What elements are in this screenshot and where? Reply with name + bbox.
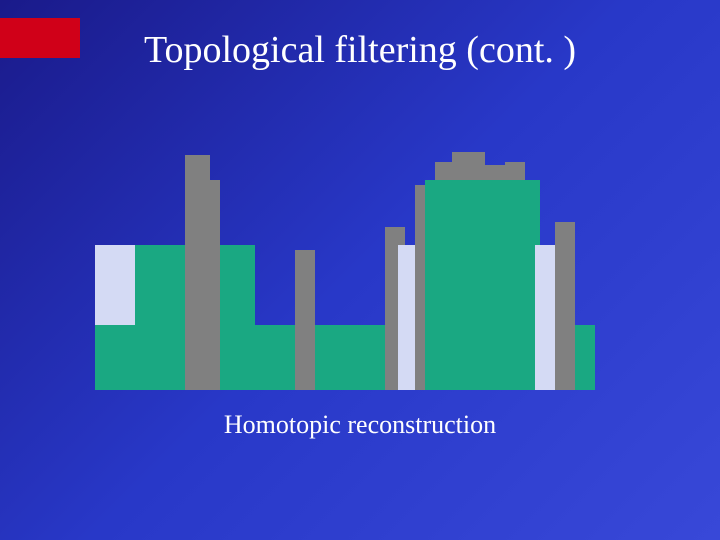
diagram-bar bbox=[295, 250, 315, 390]
diagram bbox=[95, 130, 595, 390]
diagram-bar bbox=[198, 180, 220, 390]
diagram-bar bbox=[425, 180, 540, 390]
diagram-bar bbox=[555, 222, 575, 390]
diagram-bar bbox=[535, 245, 555, 390]
diagram-caption: Homotopic reconstruction bbox=[0, 410, 720, 440]
slide-title: Topological filtering (cont. ) bbox=[0, 28, 720, 72]
